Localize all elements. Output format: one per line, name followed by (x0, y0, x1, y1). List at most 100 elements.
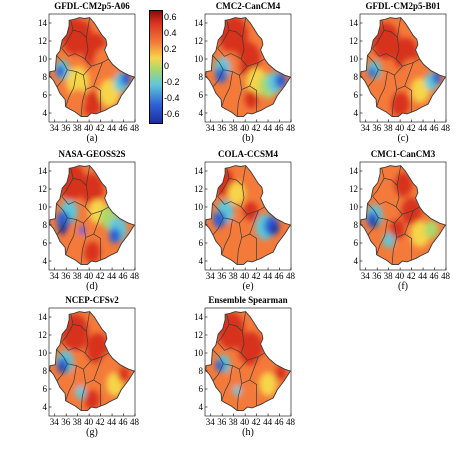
anomaly-blob (368, 67, 377, 78)
y-tick-label: 14 (38, 312, 48, 322)
anomaly-blob (213, 211, 226, 229)
x-tick-label: 46 (274, 123, 284, 133)
anomaly-blob (382, 232, 395, 248)
y-tick-label: 14 (349, 18, 359, 28)
y-tick-label: 14 (194, 312, 204, 322)
axes-frame (359, 13, 447, 123)
region-boundary (84, 331, 109, 361)
region-boundary (61, 30, 74, 49)
x-tick-label: 42 (251, 271, 261, 281)
region-boundary (217, 324, 230, 343)
colorbar-tick-label: 0.6 (164, 12, 177, 22)
region-boundary (240, 185, 265, 215)
region-boundary (85, 233, 101, 261)
country-outline (360, 17, 447, 118)
axes-frame (359, 161, 447, 271)
region-boundary (372, 195, 397, 208)
y-tick-label: 10 (194, 54, 204, 64)
y-tick-label: 4 (43, 256, 48, 266)
region-boundary (236, 369, 243, 411)
region-boundary (67, 359, 92, 370)
region-boundary (70, 17, 91, 39)
y-tick-label: 4 (199, 108, 204, 118)
y-tick-label: 12 (194, 36, 203, 46)
region-boundary (61, 178, 74, 197)
panel-label: (e) (242, 281, 254, 292)
axes-frame (204, 161, 292, 271)
y-tick-label: 6 (43, 384, 48, 394)
region-boundary (367, 55, 379, 88)
region-boundary (223, 359, 248, 370)
anomaly-blob (390, 91, 410, 117)
x-tick-label: 42 (95, 123, 105, 133)
region-boundary (80, 369, 87, 411)
y-tick-label: 6 (354, 90, 359, 100)
x-tick-label: 42 (95, 417, 105, 427)
map-svg: 14 12 10 8 6 4 (38, 161, 136, 271)
anomaly-blob (389, 219, 405, 240)
y-tick-label: 6 (43, 90, 48, 100)
x-tick-label: 44 (107, 271, 117, 281)
panel-label: (d) (86, 281, 98, 292)
colour-field (49, 311, 135, 411)
y-tick-label: 8 (199, 72, 204, 82)
x-tick-label: 44 (107, 417, 117, 427)
y-tick-label: 8 (199, 366, 204, 376)
map-svg: 14 12 10 8 6 4 (349, 161, 447, 271)
y-tick-label: 12 (194, 184, 203, 194)
panel-title: GFDL-CM2p5-A06 (54, 1, 130, 11)
anomaly-blob (117, 366, 130, 383)
x-tick-row: 34 36 38 40 42 44 46 48 (185, 271, 303, 282)
x-tick-label: 48 (286, 123, 295, 133)
y-tick-label: 4 (199, 402, 204, 412)
anomaly-blob (239, 386, 257, 410)
x-tick-label: 38 (72, 123, 82, 133)
map-panel-e: COLA-CCSM4 14 12 10 8 6 4 34 36 38 40 42 44 46 48 (e) (185, 149, 303, 302)
anomaly-blob (109, 228, 121, 244)
x-tick-label: 46 (118, 271, 128, 281)
region-boundary (240, 37, 265, 67)
y-tick-label: 10 (349, 54, 359, 64)
map-panel-b: CMC2-CanCM4 14 12 10 8 6 4 34 36 38 40 42 44 46 48 (b) (185, 1, 303, 154)
x-tick-label: 34 (49, 417, 59, 427)
region-boundary (93, 356, 103, 381)
x-tick-label: 40 (240, 417, 250, 427)
region-boundary (221, 219, 233, 255)
colour-field (205, 17, 291, 117)
x-tick-label: 34 (49, 271, 59, 281)
region-boundary (221, 365, 233, 401)
x-tick-label: 44 (107, 123, 117, 133)
y-tick-label: 10 (349, 202, 359, 212)
region-boundary (241, 379, 257, 407)
region-boundary (85, 85, 101, 113)
x-tick-row: 34 36 38 40 42 44 46 48 (29, 271, 147, 282)
region-boundary (404, 62, 414, 87)
x-tick-row: 34 36 38 40 42 44 46 48 (185, 417, 303, 428)
anomaly-blob (370, 218, 378, 228)
y-tick-label: 6 (354, 238, 359, 248)
x-tick-label: 34 (205, 271, 215, 281)
region-boundary (221, 71, 233, 107)
anomaly-blob (66, 66, 90, 97)
x-tick-label: 48 (441, 271, 450, 281)
panel-title: GFDL-CM2p5-B01 (365, 1, 441, 11)
anomaly-blob (55, 65, 66, 78)
y-tick-label: 12 (38, 36, 47, 46)
colour-field (360, 165, 446, 265)
anomaly-blob (215, 359, 225, 372)
x-tick-label: 38 (383, 271, 393, 281)
y-tick-label: 12 (38, 330, 47, 340)
x-tick-label: 40 (240, 123, 250, 133)
region-boundary (391, 75, 398, 117)
anomaly-blob (84, 389, 100, 410)
region-boundary (241, 233, 257, 261)
axes-frame (204, 13, 292, 123)
axes-frame (48, 13, 136, 123)
country-outline (205, 311, 292, 412)
y-tick-label: 10 (194, 202, 204, 212)
x-tick-label: 34 (49, 123, 59, 133)
x-tick-label: 34 (205, 417, 215, 427)
x-tick-label: 38 (72, 417, 82, 427)
region-boundary (61, 47, 86, 60)
region-boundary (217, 195, 242, 208)
